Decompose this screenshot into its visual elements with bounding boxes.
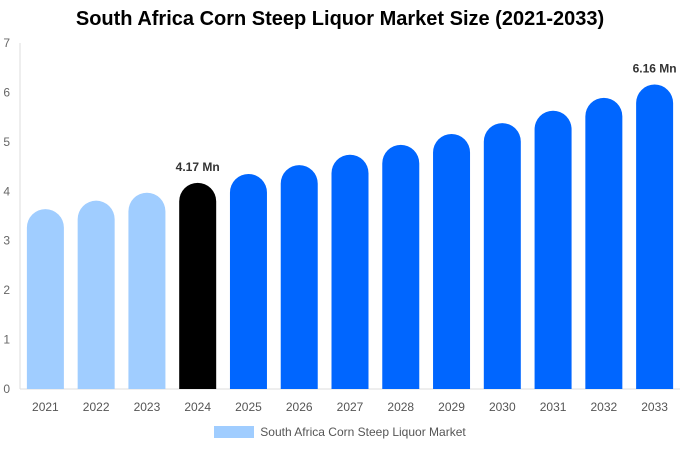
x-tick-label: 2032 [590,400,617,414]
legend-swatch [214,426,255,438]
legend-label: South Africa Corn Steep Liquor Market [260,425,466,439]
bar-2026 [280,165,318,389]
bar-2027 [331,154,369,389]
x-tick-label: 2025 [235,400,262,414]
bar-2030 [483,123,521,390]
y-tick-label: 1 [3,333,10,347]
chart-title: South Africa Corn Steep Liquor Market Si… [75,8,605,30]
bar-2022 [77,200,115,389]
x-tick-label: 2030 [489,400,516,414]
x-tick-label: 2031 [540,400,567,414]
y-tick-label: 5 [3,135,10,149]
bar-2028 [382,144,420,389]
y-tick-label: 7 [3,36,10,50]
bar-2032 [585,97,623,389]
x-tick-label: 2029 [438,400,465,414]
data-label: 6.16 Mn [633,62,677,76]
x-tick-label: 2023 [134,400,161,414]
x-tick-label: 2024 [184,400,211,414]
x-tick-label: 2022 [83,400,110,414]
bar-2031 [534,110,572,389]
data-label: 4.17 Mn [176,160,220,174]
x-tick-label: 2026 [286,400,313,414]
bar-2025 [229,173,267,389]
y-tick-label: 3 [3,234,10,248]
legend: South Africa Corn Steep Liquor Market [0,425,680,439]
y-tick-label: 6 [3,85,10,99]
bar-2029 [433,133,471,389]
bar-2024 [179,182,217,389]
x-tick-label: 2028 [387,400,414,414]
y-tick-label: 2 [3,283,10,297]
y-tick-label: 4 [3,184,10,198]
bar-2023 [128,192,166,389]
x-tick-label: 2027 [337,400,364,414]
x-tick-label: 2021 [32,400,59,414]
bar-2033 [636,84,674,389]
y-tick-label: 0 [3,382,10,396]
x-tick-label: 2033 [641,400,668,414]
bar-2021 [26,209,64,389]
